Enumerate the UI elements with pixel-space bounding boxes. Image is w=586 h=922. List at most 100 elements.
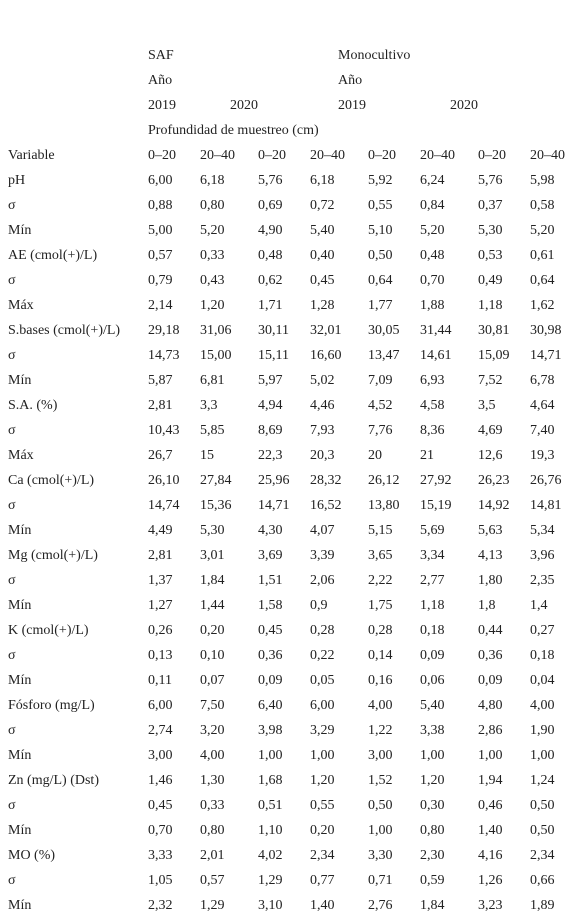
row-label: AE (cmol(+)/L) [8,248,98,263]
cell: 0,84 [420,198,445,213]
cell: 1,20 [200,298,225,313]
cell: 3,39 [310,548,335,563]
depth: 20–40 [420,148,455,163]
cell: 0,48 [258,248,283,263]
row-label: Mín [8,598,32,613]
cell: 1,00 [420,748,445,763]
cell: 4,00 [200,748,225,763]
cell: 5,34 [530,523,555,538]
row-label: σ [8,648,16,663]
cell: 7,52 [478,373,503,388]
cell: 20 [368,448,382,463]
cell: 13,47 [368,348,400,363]
cell: 2,01 [200,848,225,863]
cell: 4,52 [368,398,393,413]
cell: 0,33 [200,798,225,813]
row-label: σ [8,273,16,288]
row-label: Máx [8,448,34,463]
cell: 0,51 [258,798,283,813]
cell: 0,28 [368,623,393,638]
cell: 0,46 [478,798,503,813]
cell: 0,45 [310,273,335,288]
cell: 1,90 [530,723,555,738]
cell: 1,89 [530,898,555,913]
cell: 1,68 [258,773,283,788]
cell: 1,44 [200,598,225,613]
cell: 3,00 [148,748,173,763]
cell: 4,07 [310,523,335,538]
row-label: σ [8,573,16,588]
cell: 0,80 [200,823,225,838]
cell: 5,76 [478,173,503,188]
cell: 14,71 [530,348,562,363]
cell: 5,20 [200,223,225,238]
row-label: Mín [8,748,32,763]
cell: 6,18 [310,173,335,188]
cell: 5,97 [258,373,283,388]
cell: 20,3 [310,448,335,463]
cell: 0,27 [530,623,555,638]
cell: 3,23 [478,898,503,913]
cell: 4,64 [530,398,555,413]
row-label: σ [8,348,16,363]
cell: 5,85 [200,423,225,438]
cell: 4,16 [478,848,503,863]
cell: 5,30 [478,223,503,238]
cell: 0,09 [478,673,503,688]
row-label: σ [8,723,16,738]
group-label: Monocultivo [338,48,411,63]
depth: 0–20 [148,148,176,163]
cell: 15,09 [478,348,510,363]
cell: 0,13 [148,648,173,663]
cell: 5,87 [148,373,173,388]
cell: 0,43 [200,273,225,288]
year: 2019 [148,98,176,113]
cell: 2,14 [148,298,173,313]
cell: 0,79 [148,273,173,288]
year: 2019 [338,98,366,113]
cell: 14,73 [148,348,180,363]
cell: 0,16 [368,673,393,688]
cell: 1,37 [148,573,173,588]
year-label: Año [338,73,363,88]
cell: 2,34 [530,848,555,863]
cell: 6,81 [200,373,225,388]
cell: 16,52 [310,498,342,513]
cell: 0,64 [368,273,393,288]
cell: 22,3 [258,448,283,463]
cell: 0,36 [258,648,283,663]
cell: 1,22 [368,723,393,738]
row-label: Mín [8,673,32,688]
cell: 0,55 [310,798,335,813]
cell: 12,6 [478,448,503,463]
row-label: Ca (cmol(+)/L) [8,473,95,488]
cell: 2,32 [148,898,173,913]
cell: 6,40 [258,698,283,713]
cell: 0,71 [368,873,393,888]
row-label: Mín [8,373,32,388]
cell: 1,71 [258,298,283,313]
cell: 8,69 [258,423,283,438]
cell: 0,59 [420,873,445,888]
cell: 31,44 [420,323,452,338]
cell: 2,86 [478,723,503,738]
cell: 3,3 [200,398,218,413]
cell: 0,37 [478,198,503,213]
cell: 2,30 [420,848,445,863]
cell: 30,05 [368,323,400,338]
cell: 15,11 [258,348,289,363]
cell: 0,28 [310,623,335,638]
cell: 2,76 [368,898,393,913]
cell: 3,30 [368,848,393,863]
cell: 5,40 [310,223,335,238]
cell: 21 [420,448,434,463]
cell: 0,18 [420,623,445,638]
cell: 0,18 [530,648,555,663]
row-label: S.A. (%) [8,398,58,413]
cell: 6,18 [200,173,225,188]
row-label: Mín [8,898,32,913]
cell: 1,05 [148,873,173,888]
cell: 2,06 [310,573,335,588]
cell: 5,00 [148,223,173,238]
cell: 0,26 [148,623,173,638]
